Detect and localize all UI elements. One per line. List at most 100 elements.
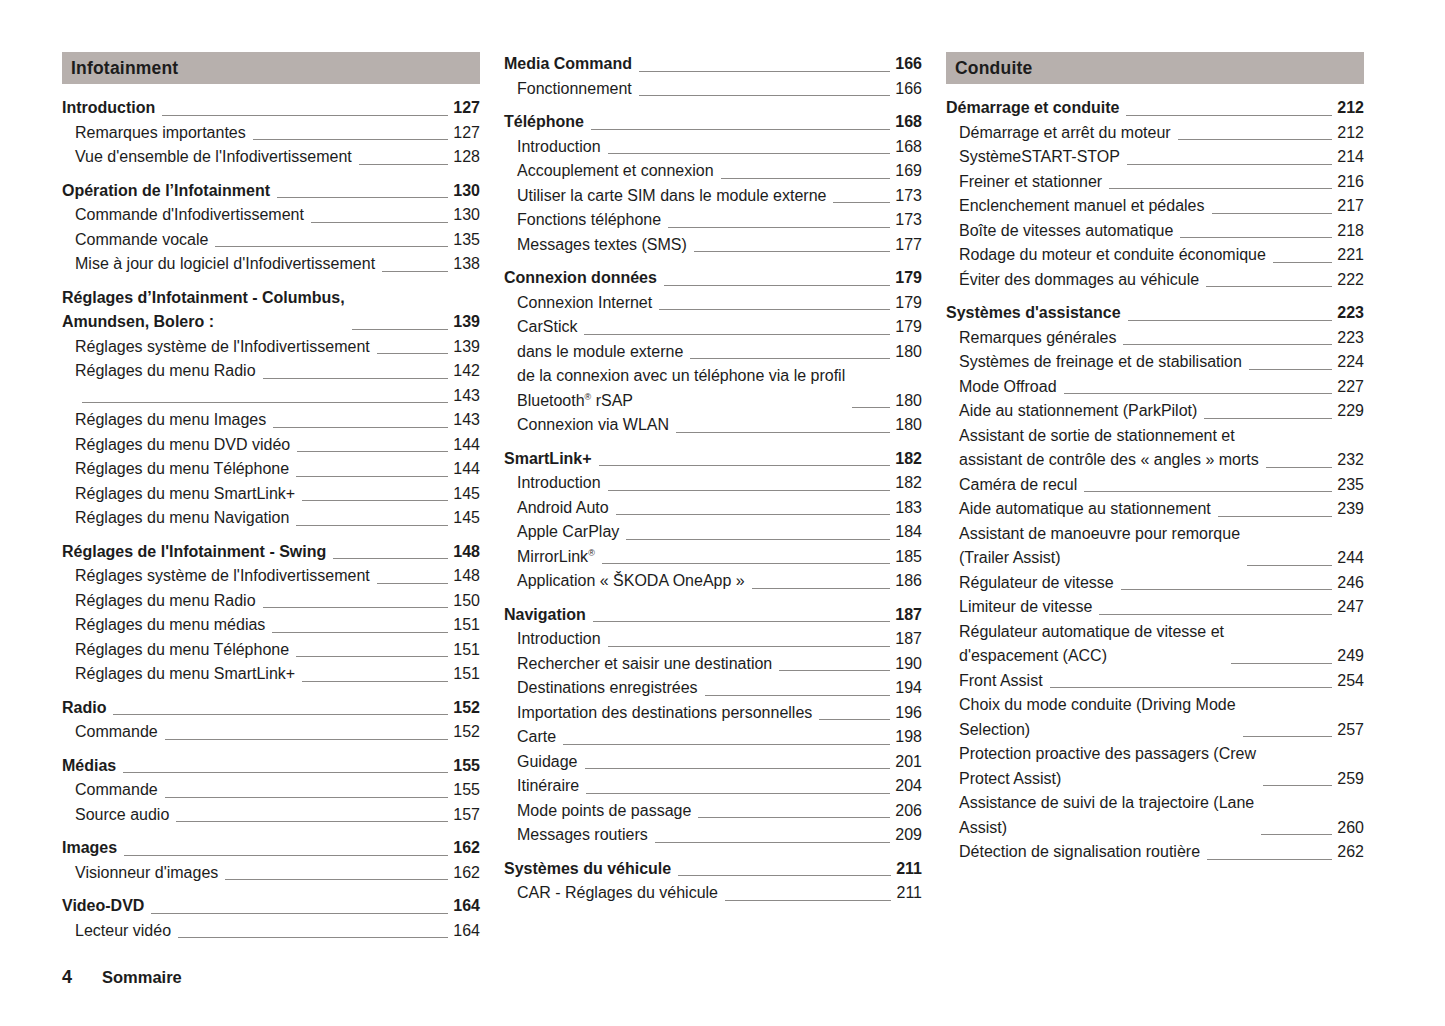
- toc-entry-row: Apple CarPlay184: [504, 520, 922, 545]
- leader-line: [752, 588, 891, 589]
- toc-entry-label: Réglages du menu Images: [75, 408, 266, 433]
- leader-line: [297, 451, 448, 452]
- leader-line: [1247, 565, 1332, 566]
- toc-entry-row: Réglages du menu DVD vidéo144: [62, 433, 480, 458]
- toc-column-3: ConduiteDémarrage et conduite212Démarrag…: [946, 52, 1364, 943]
- toc-page-number: 190: [895, 652, 922, 677]
- toc-entry-label: Remarques générales: [959, 326, 1116, 351]
- toc-entry-label: Limiteur de vitesse: [959, 595, 1092, 620]
- leader-line: [586, 793, 890, 794]
- leader-line: [1123, 344, 1332, 345]
- leader-line: [1126, 115, 1332, 116]
- toc-entry-label: Réglages du menu SmartLink+: [75, 482, 295, 507]
- toc-entry-row: Systèmes de freinage et de stabilisation…: [946, 350, 1364, 375]
- toc-entry-label: Front Assist: [959, 669, 1043, 694]
- leader-line: [1121, 589, 1333, 590]
- toc-page-number: 204: [895, 774, 922, 799]
- toc-page-number: 177: [895, 233, 922, 258]
- toc-page-number: 212: [1337, 96, 1364, 121]
- toc-entry-label: Assistant de manoeuvre pour remorque (Tr…: [959, 522, 1240, 571]
- toc-entry-label: Téléphone: [504, 110, 584, 135]
- toc-page-number: 168: [895, 110, 922, 135]
- toc-entry-row: Protection proactive des passagers (Crew…: [946, 742, 1364, 791]
- toc-page-number: 187: [895, 603, 922, 628]
- toc-entry-row: Source audio157: [62, 803, 480, 828]
- toc-entry-label: Réglages système de l'Infodivertissement: [75, 335, 370, 360]
- toc-page-number: 127: [453, 96, 480, 121]
- toc-entry-label: Navigation: [504, 603, 586, 628]
- toc-page-number: 249: [1337, 644, 1364, 669]
- toc-entry-label: CAR - Réglages du véhicule: [517, 881, 718, 906]
- toc-entry-label: Détection de signalisation routière: [959, 840, 1200, 865]
- toc-entry-label: Réglages du menu Radio: [75, 359, 256, 384]
- toc-entry-row: Réglages système de l'Infodivertissement…: [62, 335, 480, 360]
- toc-entry-label: Visionneur d'images: [75, 861, 218, 886]
- leader-line: [1128, 320, 1333, 321]
- leader-line: [1218, 516, 1333, 517]
- toc-page-number: 143: [453, 384, 480, 409]
- toc-page-number: 138: [453, 252, 480, 277]
- toc-entry-row: Itinéraire204: [504, 774, 922, 799]
- toc-entry-row: Caméra de recul235: [946, 473, 1364, 498]
- leader-line: [272, 632, 448, 633]
- leader-line: [1266, 467, 1333, 468]
- toc-entry-label: Systèmes de freinage et de stabilisation: [959, 350, 1242, 375]
- toc-entry-row: Détection de signalisation routière 262: [946, 840, 1364, 865]
- registered-trademark-symbol: ®: [588, 547, 595, 557]
- leader-line: [698, 817, 890, 818]
- toc-page-number: 164: [453, 919, 480, 944]
- toc-entry-label: Application « ŠKODA OneApp »: [517, 569, 745, 594]
- toc-entry-label: Fonctionnement: [517, 77, 632, 102]
- toc-page-number: 187: [895, 627, 922, 652]
- leader-line: [1109, 188, 1332, 189]
- toc-section-title-row: Réglages d’Infotainment - Columbus, Amun…: [62, 286, 480, 335]
- leader-line: [1050, 687, 1333, 688]
- leader-line: [664, 285, 890, 286]
- toc-entry-row: Régulateur automatique de vitesse et d'e…: [946, 620, 1364, 669]
- toc-entry-row: Aide au stationnement (ParkPilot)229: [946, 399, 1364, 424]
- toc-entry-label: Aide automatique au stationnement: [959, 497, 1211, 522]
- toc-entry-label: Images: [62, 836, 117, 861]
- toc-page-number: 166: [895, 52, 922, 77]
- leader-line: [690, 358, 890, 359]
- page-footer: 4 Sommaire: [62, 967, 182, 988]
- toc-page-number: 179: [895, 315, 922, 340]
- leader-line: [705, 695, 891, 696]
- toc-entry-label: Introduction: [517, 135, 601, 160]
- toc-entry-row: Éviter des dommages au véhicule222: [946, 268, 1364, 293]
- toc-page-number: 139: [453, 310, 480, 335]
- toc-page-number: 262: [1337, 840, 1364, 865]
- leader-line: [591, 129, 890, 130]
- leader-line: [1099, 614, 1332, 615]
- toc-page-number: 186: [895, 569, 922, 594]
- toc-entry-row: Assistance de suivi de la trajectoire (L…: [946, 791, 1364, 840]
- table-of-contents: InfotainmentIntroduction127Remarques imp…: [62, 52, 1364, 943]
- toc-section-title-row: Introduction127: [62, 96, 480, 121]
- toc-page-number: 183: [895, 496, 922, 521]
- leader-line: [694, 251, 890, 252]
- toc-page-number: 155: [453, 778, 480, 803]
- leader-line: [124, 855, 448, 856]
- leader-line: [585, 768, 891, 769]
- toc-entry-label: Utiliser la carte SIM dans le module ext…: [517, 184, 826, 209]
- toc-page-number: 257: [1337, 718, 1364, 743]
- toc-page-number: 224: [1337, 350, 1364, 375]
- toc-entry-label: Réglages d’Infotainment - Columbus, Amun…: [62, 286, 345, 335]
- toc-entry-row: Réglages du menu SmartLink+145: [62, 482, 480, 507]
- toc-entry-row: SystèmeSTART-STOP214: [946, 145, 1364, 170]
- leader-line: [82, 402, 448, 403]
- leader-line: [253, 139, 449, 140]
- toc-section-title-row: Opération de l’Infotainment130: [62, 179, 480, 204]
- toc-section-title-row: Systèmes d'assistance223: [946, 301, 1364, 326]
- toc-page-number: 148: [453, 564, 480, 589]
- leader-line: [659, 309, 890, 310]
- toc-page-number: 206: [895, 799, 922, 824]
- leader-line: [563, 744, 890, 745]
- toc-entry-label: Mise à jour du logiciel d'Infodivertisse…: [75, 252, 375, 277]
- toc-page-number: 179: [895, 266, 922, 291]
- leader-line: [608, 153, 891, 154]
- leader-line: [833, 202, 890, 203]
- leader-line: [608, 490, 891, 491]
- section-header-bar: Infotainment: [62, 52, 480, 84]
- toc-entry-row: Aide automatique au stationnement239: [946, 497, 1364, 522]
